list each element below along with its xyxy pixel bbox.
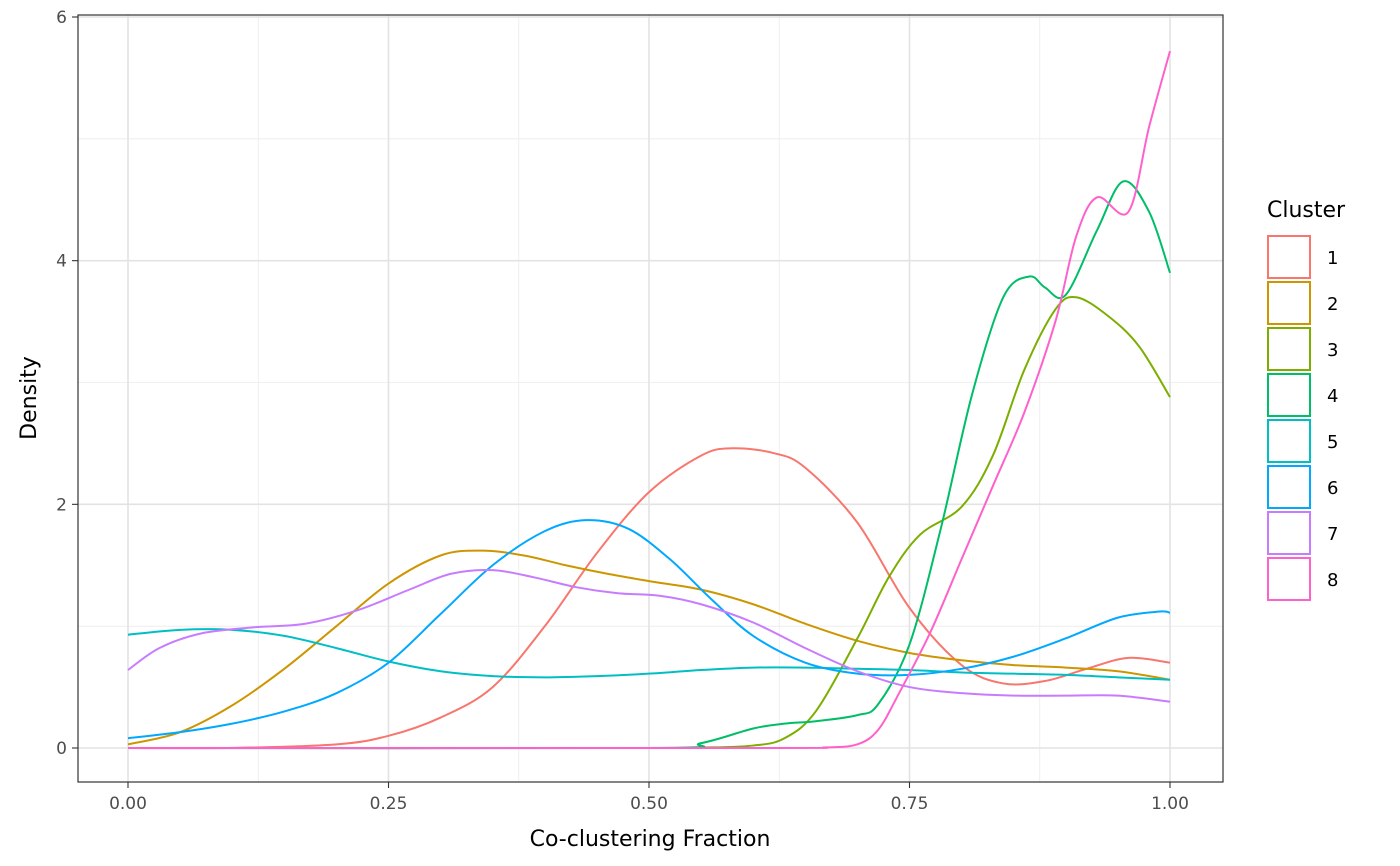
legend-key-cluster-3 <box>1267 327 1311 371</box>
x-tick-label: 0.50 <box>630 794 668 814</box>
legend-title: Cluster <box>1267 198 1346 223</box>
density-line-cluster-1 <box>127 447 1171 750</box>
x-axis: 0.00 0.25 0.50 0.75 1.00 <box>109 782 1189 814</box>
y-axis: 0 2 4 6 <box>56 8 78 759</box>
legend-label-cluster-3: 3 <box>1327 340 1338 361</box>
panel-border <box>77 14 1224 783</box>
x-tick-label: 0.25 <box>370 794 408 814</box>
legend-label-cluster-1: 1 <box>1327 248 1338 269</box>
x-tick-label: 1.00 <box>1151 794 1189 814</box>
legend-label-cluster-5: 5 <box>1327 432 1338 453</box>
y-tick-label: 0 <box>56 739 67 759</box>
minor-gridlines <box>78 15 1223 782</box>
y-tick-label: 4 <box>56 252 67 272</box>
x-tick-label: 0.00 <box>109 794 147 814</box>
legend-key-cluster-5 <box>1267 419 1311 463</box>
legend-label-cluster-2: 2 <box>1327 294 1338 315</box>
legend-key-cluster-2 <box>1267 281 1311 325</box>
legend-key-cluster-1 <box>1267 235 1311 279</box>
density-line-cluster-4 <box>127 180 1171 750</box>
density-line-cluster-5 <box>127 628 1171 681</box>
legend-label-cluster-4: 4 <box>1327 386 1338 407</box>
x-tick-label: 0.75 <box>891 794 929 814</box>
density-line-cluster-2 <box>127 549 1171 746</box>
density-lines <box>127 50 1171 750</box>
x-axis-title: Co-clustering Fraction <box>530 827 771 852</box>
legend-label-cluster-8: 8 <box>1327 570 1338 591</box>
density-line-cluster-6 <box>127 519 1171 740</box>
density-line-cluster-7 <box>127 568 1171 703</box>
legend: Cluster 1 2 3 4 5 6 7 8 <box>1267 198 1346 601</box>
y-tick-label: 2 <box>56 495 67 515</box>
major-gridlines <box>78 15 1223 782</box>
y-tick-label: 6 <box>56 8 67 28</box>
y-axis-title: Density <box>17 356 42 440</box>
density-line-cluster-8 <box>127 50 1171 750</box>
legend-label-cluster-6: 6 <box>1327 478 1338 499</box>
panel-background <box>78 15 1223 782</box>
legend-label-cluster-7: 7 <box>1327 524 1338 545</box>
legend-key-cluster-4 <box>1267 373 1311 417</box>
legend-key-cluster-6 <box>1267 465 1311 509</box>
legend-key-cluster-8 <box>1267 557 1311 601</box>
legend-key-cluster-7 <box>1267 511 1311 555</box>
